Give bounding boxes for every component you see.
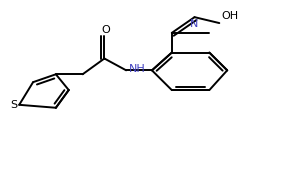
Text: N: N	[190, 19, 199, 29]
Text: O: O	[101, 25, 110, 35]
Text: OH: OH	[221, 11, 238, 21]
Text: NH: NH	[129, 64, 146, 74]
Text: S: S	[10, 100, 17, 110]
